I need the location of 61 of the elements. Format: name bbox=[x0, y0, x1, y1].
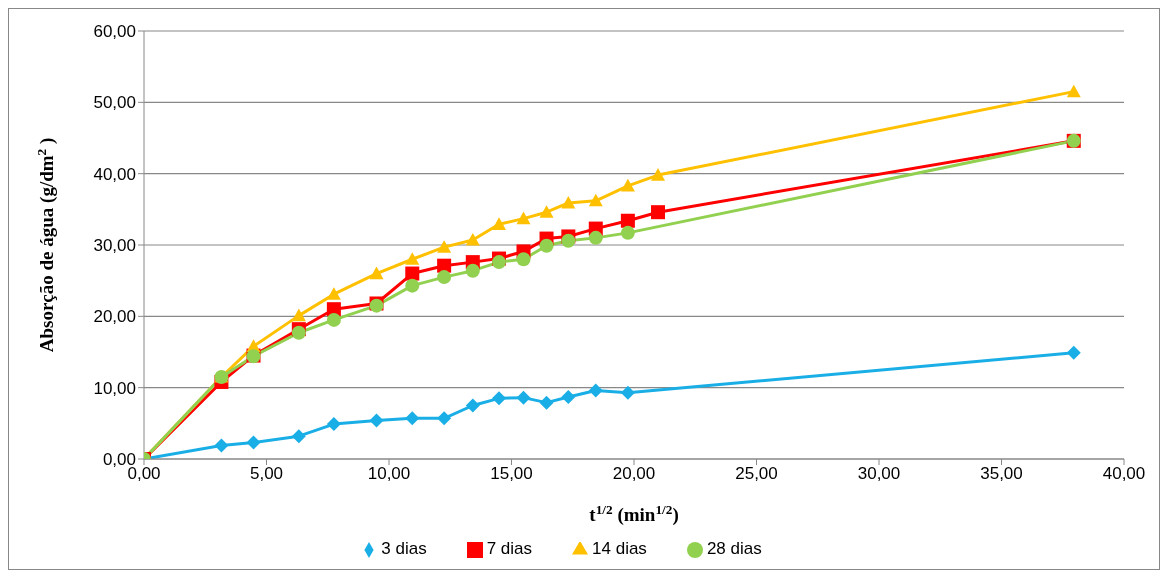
point bbox=[437, 240, 452, 253]
point bbox=[561, 233, 576, 248]
point bbox=[369, 266, 384, 280]
point bbox=[465, 233, 480, 246]
point bbox=[588, 383, 603, 398]
point bbox=[492, 255, 507, 270]
point bbox=[326, 312, 341, 327]
legend-label: 3 dias bbox=[381, 539, 427, 558]
y-tick-label: 40,00 bbox=[93, 164, 136, 184]
point bbox=[620, 225, 635, 240]
point bbox=[588, 230, 603, 245]
point bbox=[405, 278, 420, 293]
point bbox=[516, 390, 531, 405]
point bbox=[620, 385, 635, 400]
x-tick-label: 5,00 bbox=[249, 464, 284, 484]
x-tick-label: 40,00 bbox=[1102, 464, 1146, 484]
point bbox=[437, 411, 452, 426]
point bbox=[539, 238, 554, 253]
point bbox=[1066, 84, 1081, 98]
x-tick-label: 30,00 bbox=[857, 464, 901, 484]
point bbox=[405, 252, 420, 265]
y-tick-label: 60,00 bbox=[93, 22, 136, 42]
point bbox=[588, 193, 603, 207]
point bbox=[437, 270, 452, 285]
y-tick-label: 30,00 bbox=[93, 236, 136, 256]
point bbox=[214, 438, 229, 453]
point bbox=[561, 389, 576, 404]
point bbox=[492, 217, 507, 230]
point bbox=[246, 435, 261, 450]
point bbox=[539, 205, 554, 218]
point bbox=[465, 263, 480, 278]
point bbox=[405, 266, 420, 281]
point bbox=[326, 417, 341, 432]
legend-label: 28 dias bbox=[706, 539, 762, 558]
point bbox=[620, 178, 635, 192]
point bbox=[516, 252, 531, 267]
x-tick-label: 15,00 bbox=[490, 464, 533, 484]
x-tick-label: 25,00 bbox=[735, 464, 778, 484]
y-tick-label: 10,00 bbox=[93, 378, 136, 398]
point bbox=[465, 398, 480, 413]
point bbox=[291, 429, 306, 444]
point bbox=[539, 395, 554, 410]
legend-label: 14 dias bbox=[592, 539, 647, 558]
point bbox=[561, 195, 576, 209]
point bbox=[326, 287, 341, 300]
point bbox=[369, 413, 384, 428]
point bbox=[492, 391, 507, 406]
point bbox=[291, 308, 306, 322]
x-tick-label: 20,00 bbox=[612, 464, 656, 484]
point bbox=[620, 213, 635, 228]
x-tick-label: 35,00 bbox=[980, 464, 1023, 484]
x-tick-label: 10,00 bbox=[367, 464, 411, 484]
point bbox=[651, 168, 666, 181]
y-tick-label: 50,00 bbox=[93, 93, 136, 113]
x-axis-title: t$^{1/2}$ (min$^{1/2}$) bbox=[589, 501, 679, 526]
point bbox=[1066, 345, 1081, 360]
point bbox=[651, 205, 666, 220]
legend-label: 7 dias bbox=[486, 539, 533, 558]
point bbox=[405, 411, 420, 426]
y-tick-label: 20,00 bbox=[93, 307, 136, 327]
point bbox=[516, 211, 531, 225]
